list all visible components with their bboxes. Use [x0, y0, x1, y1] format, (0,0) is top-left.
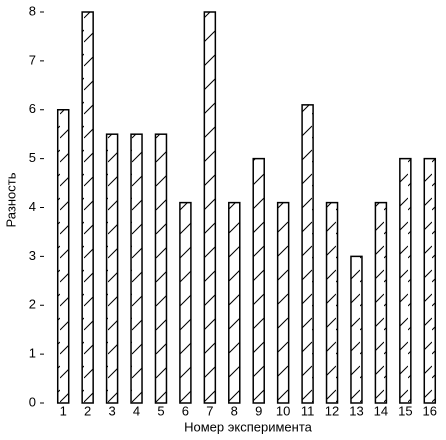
- bar: [374, 201, 388, 404]
- y-tick-label: 7: [29, 52, 36, 67]
- x-tick-label: 12: [325, 403, 339, 418]
- bar: [276, 201, 290, 404]
- x-tick-label: 2: [84, 403, 91, 418]
- x-tick-label: 11: [301, 403, 315, 418]
- y-tick-label: 6: [29, 101, 36, 116]
- y-tick-label: 8: [29, 3, 36, 18]
- bar: [423, 157, 437, 404]
- bar: [56, 109, 70, 404]
- x-tick-label: 13: [349, 403, 363, 418]
- x-tick-label: 8: [231, 403, 238, 418]
- x-tick-label: 4: [133, 403, 140, 418]
- y-tick-label: 2: [29, 297, 36, 312]
- x-tick-label: 5: [157, 403, 164, 418]
- y-tick-label: 0: [29, 394, 36, 409]
- y-axis-label: Разность: [3, 172, 18, 227]
- bar: [399, 157, 412, 404]
- x-tick-label: 1: [60, 403, 67, 418]
- bar: [179, 201, 192, 404]
- x-tick-label: 14: [374, 403, 388, 418]
- bar: [325, 201, 339, 404]
- bar: [252, 157, 265, 404]
- y-tick-label: 4: [29, 199, 36, 214]
- y-tick-label: 5: [29, 150, 36, 165]
- x-tick-label: 9: [255, 403, 262, 418]
- x-tick-label: 7: [206, 403, 213, 418]
- x-axis-label: Номер эксперимента: [184, 419, 313, 434]
- bar: [350, 255, 363, 404]
- bar: [105, 133, 119, 404]
- x-tick-label: 10: [276, 403, 290, 418]
- bar: [130, 133, 143, 404]
- bar: [228, 201, 241, 404]
- bar: [154, 133, 168, 404]
- x-tick-label: 3: [108, 403, 115, 418]
- bar: [203, 11, 217, 404]
- x-tick-label: 16: [423, 403, 437, 418]
- x-tick-label: 15: [398, 403, 412, 418]
- x-tick-label: 6: [182, 403, 189, 418]
- y-tick-label: 3: [29, 248, 36, 263]
- bar: [301, 104, 314, 404]
- bar: [81, 11, 94, 404]
- y-tick-label: 1: [29, 346, 36, 361]
